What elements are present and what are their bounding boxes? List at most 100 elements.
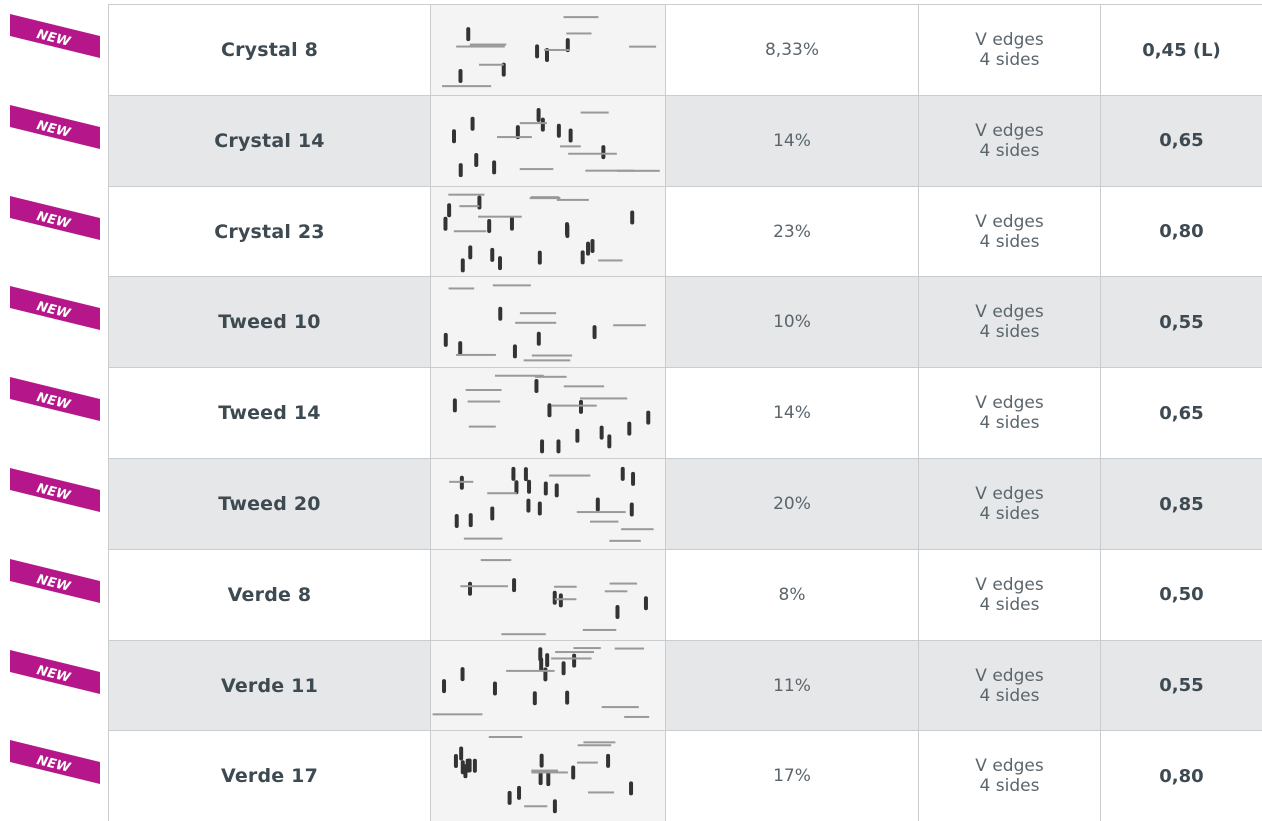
perforation-pattern: [432, 96, 665, 186]
product-name: Tweed 10: [218, 311, 320, 333]
edges-cell: V edges4 sides: [918, 96, 1100, 186]
hole: [537, 250, 541, 264]
dash: [531, 772, 567, 774]
hole: [442, 679, 446, 693]
dash: [583, 742, 615, 744]
rate-cell: 8,33%: [665, 5, 918, 95]
dash: [551, 657, 591, 659]
hole: [543, 667, 547, 681]
hole: [443, 216, 447, 230]
hole: [540, 440, 544, 454]
edge-line: V edges: [975, 30, 1043, 50]
page-body: {"table": {"rows": [ {"badge": "NEW", "n…: [0, 0, 1262, 814]
dash: [506, 669, 554, 671]
dash: [519, 122, 546, 124]
dash: [523, 360, 570, 362]
open-area: 14%: [773, 403, 811, 423]
table-row: Verde 88%V edges4 sides0,50: [108, 549, 1262, 640]
dash: [576, 762, 597, 764]
hole: [447, 203, 451, 217]
hole: [556, 440, 560, 454]
table-row: Tweed 20 20% V edges4 sides0,85: [108, 458, 1262, 549]
hole: [472, 759, 476, 773]
product-name: Verde 8: [228, 584, 312, 606]
dash: [576, 511, 625, 513]
hole: [572, 653, 576, 667]
rate-cell: 23%: [665, 187, 918, 277]
hole: [539, 754, 543, 768]
perforation-pattern: [432, 368, 665, 458]
pattern-cell: [430, 187, 665, 277]
hole: [543, 482, 547, 496]
product-name: Tweed 20: [218, 493, 320, 515]
dash: [463, 538, 502, 540]
value-cell: 0,85: [1100, 459, 1262, 549]
dash: [566, 32, 591, 34]
dash: [582, 629, 615, 631]
edge-line: 4 sides: [980, 504, 1040, 524]
table-row: Tweed 1010%V edges4 sides0,55: [108, 276, 1262, 367]
dash: [549, 475, 590, 477]
edges-cell: V edges4 sides: [918, 368, 1100, 458]
hole: [578, 400, 582, 414]
rate-cell: 8%: [665, 550, 918, 640]
dash: [492, 285, 530, 287]
hole: [561, 661, 565, 675]
dash: [609, 582, 636, 584]
hole: [607, 435, 611, 449]
perforation-pattern: [432, 459, 665, 549]
dash: [519, 168, 553, 170]
name-cell: Crystal 14: [108, 96, 430, 186]
rate-cell: 10%: [665, 277, 918, 367]
product-name: Crystal 14: [214, 130, 324, 152]
dash: [629, 46, 656, 48]
name-cell: Crystal 23: [108, 187, 430, 277]
hole: [536, 108, 540, 122]
rate-cell: 17%: [665, 731, 918, 821]
value-cell: 0,65: [1100, 368, 1262, 458]
dash: [460, 585, 508, 587]
dash: [617, 170, 659, 172]
edge-line: 4 sides: [980, 413, 1040, 433]
dash: [448, 288, 474, 290]
value-cell: 0,55: [1100, 277, 1262, 367]
dash: [580, 111, 608, 113]
open-area: 11%: [773, 676, 811, 696]
open-area: 20%: [773, 494, 811, 514]
hole: [538, 647, 542, 661]
hole: [492, 681, 496, 695]
edge-line: V edges: [975, 121, 1043, 141]
edge-line: 4 sides: [980, 50, 1040, 70]
dash: [614, 647, 643, 649]
page: Perforation table html, body { margin: 0…: [0, 0, 1262, 814]
dash: [487, 492, 517, 494]
dash: [468, 426, 495, 428]
hole: [474, 153, 478, 167]
hole: [526, 499, 530, 513]
thickness: 0,50: [1159, 584, 1203, 605]
dash: [573, 647, 600, 649]
thickness: 0,55: [1159, 675, 1203, 696]
dash: [478, 215, 522, 217]
dash: [515, 322, 556, 324]
hole: [512, 345, 516, 359]
edge-line: 4 sides: [980, 686, 1040, 706]
edges-cell: V edges4 sides: [918, 459, 1100, 549]
thickness: 0,80: [1159, 766, 1203, 787]
new-badge: NEW: [6, 188, 100, 244]
pattern-cell: [430, 96, 665, 186]
new-badge: NEW: [6, 642, 100, 698]
hole: [452, 399, 456, 413]
dash: [554, 586, 577, 588]
hole: [592, 326, 596, 340]
hole: [552, 591, 556, 605]
dash: [588, 792, 614, 794]
dash: [469, 44, 506, 46]
hole: [646, 411, 650, 425]
hole: [554, 483, 558, 497]
name-cell: Verde 11: [108, 641, 430, 731]
